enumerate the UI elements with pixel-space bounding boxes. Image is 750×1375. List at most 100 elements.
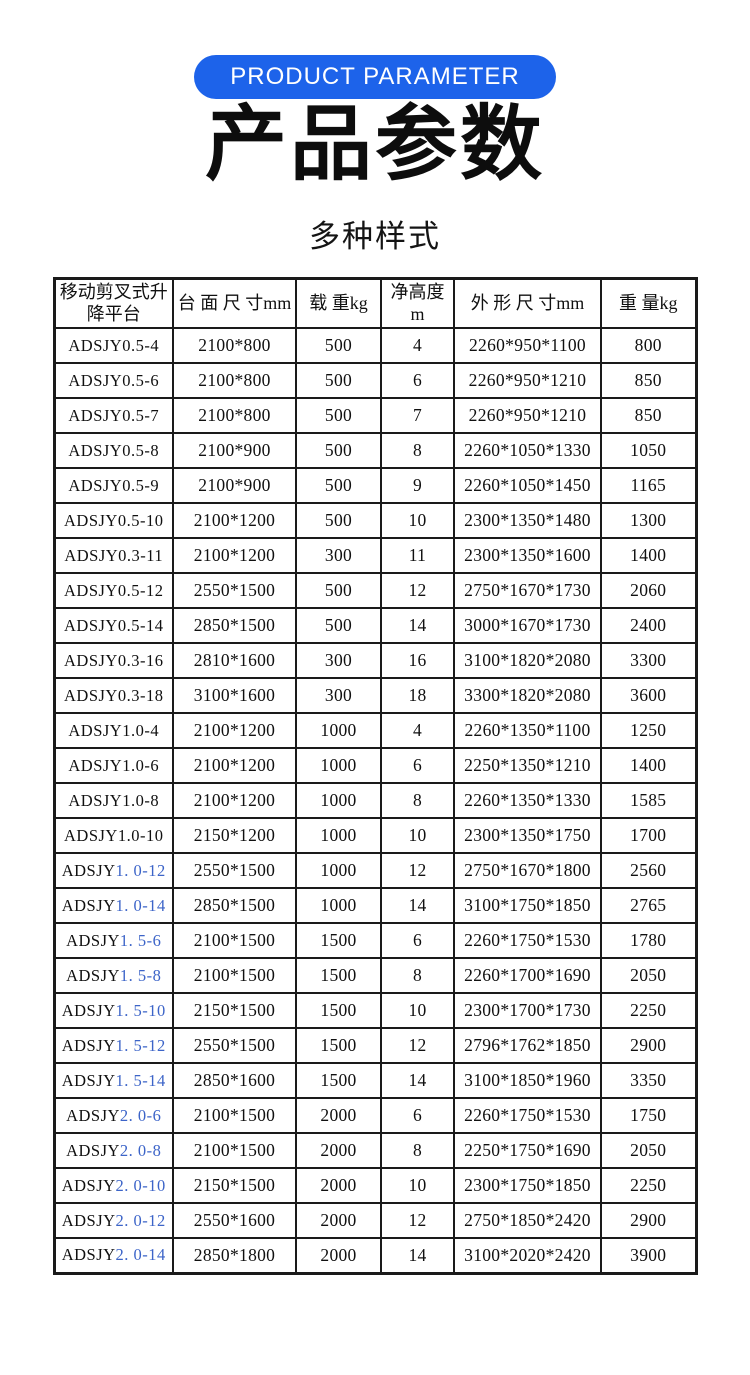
weight-cell: 2400: [600, 607, 697, 645]
model-suffix: 0.5-4: [122, 335, 160, 355]
outline-size-cell: 2260*1350*1330: [453, 782, 602, 820]
model-prefix: ADSJY: [61, 1175, 116, 1195]
platform-size-cell: 2100*1200: [172, 747, 297, 785]
load-weight-cell: 2000: [295, 1097, 382, 1135]
model-prefix: ADSJY: [66, 1105, 120, 1125]
page-subtitle: 多种样式: [309, 218, 441, 254]
table-row: ADSJY1. 5-8 2100*1500 1500 8 2260*1700*1690 2…: [53, 957, 697, 995]
weight-cell: 1700: [600, 817, 697, 855]
net-height-cell: 14: [380, 1237, 455, 1275]
model-prefix: ADSJY: [66, 965, 120, 985]
weight-cell: 2250: [600, 992, 697, 1030]
platform-size-cell: 2850*1500: [172, 607, 297, 645]
outline-size-cell: 2250*1350*1210: [453, 747, 602, 785]
net-height-cell: 4: [380, 327, 455, 365]
outline-size-cell: 2260*1750*1530: [453, 922, 602, 960]
model-suffix: 0.5-8: [122, 440, 160, 460]
weight-cell: 2560: [600, 852, 697, 890]
model-cell: ADSJY2. 0-12: [53, 1202, 174, 1240]
outline-size-cell: 3100*1850*1960: [453, 1062, 602, 1100]
table-row: ADSJY0.5-8 2100*900 500 8 2260*1050*1330 1050: [53, 432, 697, 470]
outline-size-cell: 2750*1670*1730: [453, 572, 602, 610]
model-suffix: 0.5-9: [122, 475, 160, 495]
platform-size-cell: 2100*1500: [172, 1097, 297, 1135]
outline-size-cell: 2260*1350*1100: [453, 712, 602, 750]
table-row: ADSJY0.3-18 3100*1600 300 18 3300*1820*2080 3…: [53, 677, 697, 715]
platform-size-cell: 2100*1200: [172, 502, 297, 540]
weight-cell: 1400: [600, 537, 697, 575]
table-row: ADSJY0.5-7 2100*800 500 7 2260*950*1210 850: [53, 397, 697, 435]
model-cell: ADSJY1.0-6: [53, 747, 174, 785]
table-row: ADSJY1.0-8 2100*1200 1000 8 2260*1350*1330 15…: [53, 782, 697, 820]
table-row: ADSJY2. 0-12 2550*1600 2000 12 2750*1850*242…: [53, 1202, 697, 1240]
platform-size-cell: 2100*1500: [172, 922, 297, 960]
outline-size-cell: 2260*1700*1690: [453, 957, 602, 995]
weight-cell: 800: [600, 327, 697, 365]
load-weight-cell: 500: [295, 607, 382, 645]
model-suffix: 1.0-4: [122, 720, 160, 740]
load-weight-cell: 1500: [295, 1062, 382, 1100]
net-height-cell: 10: [380, 502, 455, 540]
platform-size-cell: 2100*900: [172, 432, 297, 470]
net-height-cell: 8: [380, 782, 455, 820]
model-prefix: ADSJY: [61, 860, 116, 880]
model-prefix: ADSJY: [68, 440, 123, 460]
outline-size-cell: 2750*1670*1800: [453, 852, 602, 890]
model-prefix: ADSJY: [68, 790, 123, 810]
column-header: 外 形 尺 寸mm: [453, 277, 602, 330]
platform-size-cell: 2150*1500: [172, 1167, 297, 1205]
net-height-cell: 14: [380, 1062, 455, 1100]
model-prefix: ADSJY: [64, 685, 118, 705]
outline-size-cell: 2260*1050*1450: [453, 467, 602, 505]
table-row: ADSJY1. 0-12 2550*1500 1000 12 2750*1670*180…: [53, 852, 697, 890]
table-row: ADSJY0.5-6 2100*800 500 6 2260*950*1210 850: [53, 362, 697, 400]
outline-size-cell: 2260*950*1210: [453, 397, 602, 435]
model-prefix: ADSJY: [61, 1035, 116, 1055]
load-weight-cell: 500: [295, 362, 382, 400]
table-row: ADSJY1. 5-10 2150*1500 1500 10 2300*1700*173…: [53, 992, 697, 1030]
load-weight-cell: 500: [295, 502, 382, 540]
model-prefix: ADSJY: [68, 335, 123, 355]
model-suffix: 1. 5-14: [115, 1070, 166, 1090]
model-cell: ADSJY2. 0-10: [53, 1167, 174, 1205]
model-suffix: 2. 0-8: [119, 1140, 162, 1160]
net-height-cell: 8: [380, 432, 455, 470]
platform-size-cell: 2850*1800: [172, 1237, 297, 1275]
outline-size-cell: 3000*1670*1730: [453, 607, 602, 645]
table-row: ADSJY2. 0-6 2100*1500 2000 6 2260*1750*1530 1…: [53, 1097, 697, 1135]
weight-cell: 2060: [600, 572, 697, 610]
net-height-cell: 6: [380, 362, 455, 400]
model-suffix: 1. 5-8: [119, 965, 162, 985]
model-cell: ADSJY0.5-14: [53, 607, 174, 645]
net-height-cell: 8: [380, 957, 455, 995]
platform-size-cell: 2550*1500: [172, 1027, 297, 1065]
platform-size-cell: 3100*1600: [172, 677, 297, 715]
model-suffix: 0.3-16: [117, 650, 164, 670]
platform-size-cell: 2100*1200: [172, 782, 297, 820]
model-prefix: ADSJY: [61, 1000, 116, 1020]
model-prefix: ADSJY: [68, 755, 123, 775]
load-weight-cell: 1500: [295, 922, 382, 960]
load-weight-cell: 300: [295, 677, 382, 715]
table-row: ADSJY0.5-9 2100*900 500 9 2260*1050*1450 1165: [53, 467, 697, 505]
model-suffix: 1. 0-14: [115, 895, 166, 915]
model-cell: ADSJY0.5-9: [53, 467, 174, 505]
model-prefix: ADSJY: [61, 1070, 116, 1090]
table-row: ADSJY2. 0-8 2100*1500 2000 8 2250*1750*1690 2…: [53, 1132, 697, 1170]
model-prefix: ADSJY: [68, 720, 123, 740]
load-weight-cell: 1500: [295, 957, 382, 995]
model-cell: ADSJY1. 0-14: [53, 887, 174, 925]
model-suffix: 1. 5-6: [119, 930, 162, 950]
column-header: 移动剪叉式升降平台: [53, 277, 174, 330]
outline-size-cell: 3100*1750*1850: [453, 887, 602, 925]
platform-size-cell: 2100*1200: [172, 537, 297, 575]
weight-cell: 2900: [600, 1202, 697, 1240]
model-prefix: ADSJY: [61, 1245, 116, 1265]
column-header: 净高度m: [380, 277, 455, 330]
table-body: ADSJY0.5-4 2100*800 500 4 2260*950*1100 800 AD…: [53, 327, 697, 1275]
table-row: ADSJY1. 0-14 2850*1500 1000 14 3100*1750*185…: [53, 887, 697, 925]
column-header: 重 量kg: [600, 277, 697, 330]
model-cell: ADSJY0.5-8: [53, 432, 174, 470]
model-prefix: ADSJY: [68, 370, 123, 390]
load-weight-cell: 1000: [295, 817, 382, 855]
